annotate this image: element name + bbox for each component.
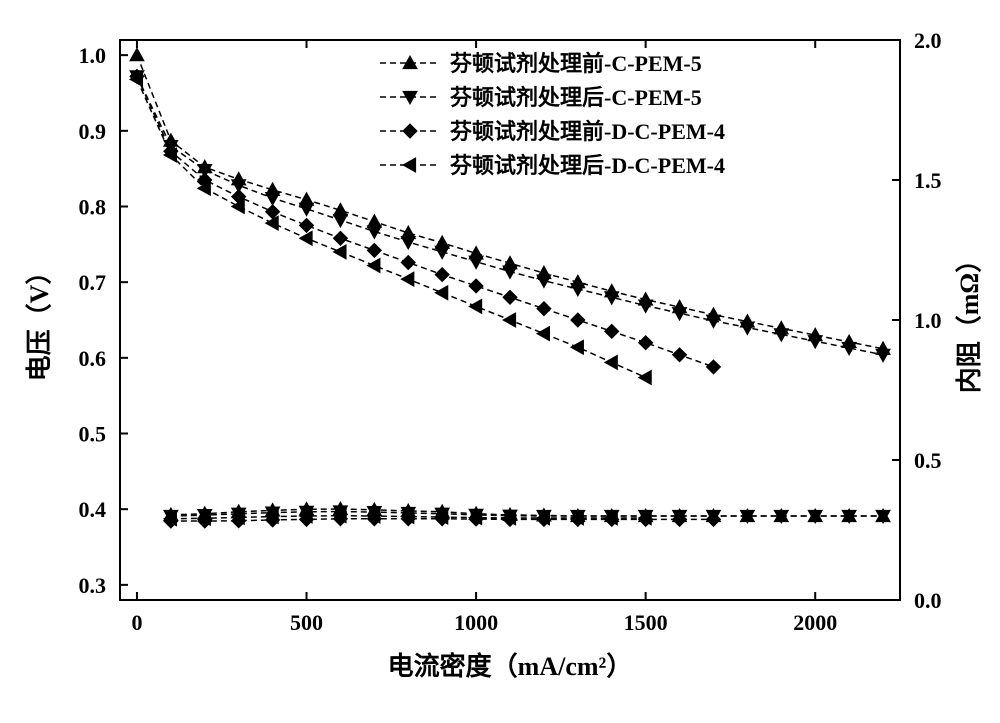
legend-label: 芬顿试剂处理前-C-PEM-5 — [449, 51, 702, 76]
tri-down-icon — [876, 349, 890, 362]
svg-text:电压（V）: 电压（V） — [25, 259, 54, 382]
svg-text:0.0: 0.0 — [914, 588, 942, 613]
diamond-icon — [639, 336, 653, 350]
tri-down-icon — [808, 336, 822, 349]
tri-left-icon — [435, 286, 448, 300]
svg-text:1500: 1500 — [624, 610, 668, 635]
svg-text:0.3: 0.3 — [79, 573, 107, 598]
diamond-icon — [469, 279, 483, 293]
tri-left-icon — [403, 158, 416, 172]
diamond-icon — [605, 324, 619, 338]
tri-up-icon — [130, 48, 144, 61]
svg-text:0.4: 0.4 — [79, 497, 107, 522]
svg-text:0: 0 — [131, 610, 142, 635]
tri-left-icon — [469, 299, 482, 313]
series-v3 — [130, 69, 721, 374]
tri-up-icon — [333, 203, 347, 216]
legend-label: 芬顿试剂处理前-D-C-PEM-4 — [449, 119, 725, 144]
svg-text:1000: 1000 — [454, 610, 498, 635]
legend-label: 芬顿试剂处理后-C-PEM-5 — [449, 85, 702, 110]
diamond-icon — [333, 231, 347, 245]
diamond-icon — [537, 302, 551, 316]
tri-left-icon — [571, 340, 584, 354]
tri-left-icon — [401, 272, 414, 286]
legend-item: 芬顿试剂处理前-D-C-PEM-4 — [380, 119, 725, 144]
legend: 芬顿试剂处理前-C-PEM-5 芬顿试剂处理后-C-PEM-5 芬顿试剂处理前-D-… — [380, 51, 725, 178]
tri-left-icon — [537, 327, 550, 341]
tri-left-icon — [639, 371, 652, 385]
diamond-icon — [403, 124, 417, 138]
diamond-icon — [673, 348, 687, 362]
svg-text:500: 500 — [290, 610, 323, 635]
svg-text:0.5: 0.5 — [79, 422, 107, 447]
svg-text:1.0: 1.0 — [914, 308, 942, 333]
chart-svg: 0 500 1000 1500 2000 电流密度（mA/cm²） 0.3 0.4 0.5 0.6… — [0, 0, 1000, 723]
legend-item: 芬顿试剂处理后-D-C-PEM-4 — [380, 153, 725, 178]
svg-text:2000: 2000 — [793, 610, 837, 635]
svg-text:内阻（mΩ）: 内阻（mΩ） — [955, 247, 984, 393]
tri-down-icon — [333, 215, 347, 228]
legend-item: 芬顿试剂处理后-C-PEM-5 — [380, 85, 702, 110]
diamond-icon — [706, 360, 720, 374]
chart-container: 0 500 1000 1500 2000 电流密度（mA/cm²） 0.3 0.4 0.5 0.6… — [0, 0, 1000, 723]
svg-text:0.6: 0.6 — [79, 346, 107, 371]
legend-label: 芬顿试剂处理后-D-C-PEM-4 — [449, 153, 725, 178]
diamond-icon — [367, 243, 381, 257]
tri-left-icon — [367, 259, 380, 273]
svg-text:电流密度（mA/cm²）: 电流密度（mA/cm²） — [388, 651, 633, 681]
tri-left-icon — [605, 355, 618, 369]
legend-item: 芬顿试剂处理前-C-PEM-5 — [380, 51, 702, 76]
diamond-icon — [503, 290, 517, 304]
tri-left-icon — [300, 231, 313, 245]
tri-left-icon — [503, 313, 516, 327]
diamond-icon — [300, 218, 314, 232]
svg-text:0.7: 0.7 — [79, 270, 107, 295]
svg-text:1.5: 1.5 — [914, 168, 942, 193]
svg-text:0.5: 0.5 — [914, 448, 942, 473]
tri-down-icon — [266, 193, 280, 206]
diamond-icon — [571, 313, 585, 327]
svg-text:0.9: 0.9 — [79, 119, 107, 144]
diamond-icon — [435, 268, 449, 282]
diamond-icon — [401, 255, 415, 269]
tri-left-icon — [333, 245, 346, 259]
svg-text:1.0: 1.0 — [79, 43, 107, 68]
tri-down-icon — [740, 322, 754, 335]
tri-down-icon — [367, 226, 381, 239]
svg-text:2.0: 2.0 — [914, 28, 942, 53]
tri-down-icon — [300, 203, 314, 216]
svg-text:0.8: 0.8 — [79, 194, 107, 219]
tri-up-icon — [367, 215, 381, 228]
